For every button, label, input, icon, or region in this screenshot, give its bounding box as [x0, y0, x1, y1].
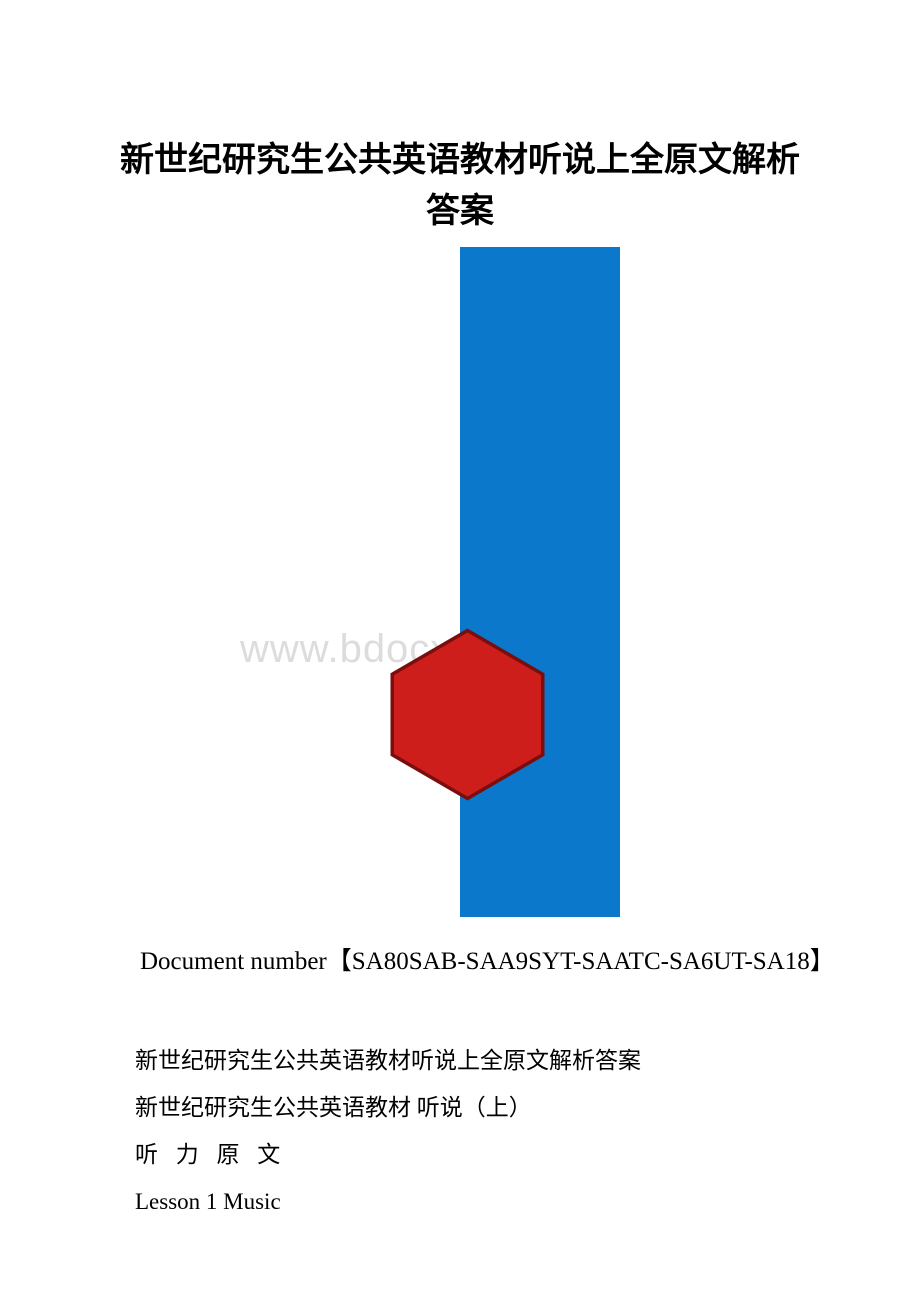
body-line-1: 新世纪研究生公共英语教材听说上全原文解析答案 [135, 1037, 785, 1084]
title-line-2: 答案 [426, 193, 494, 230]
page-title: 新世纪研究生公共英语教材听说上全原文解析 答案 [0, 0, 920, 237]
body-content: 新世纪研究生公共英语教材听说上全原文解析答案 新世纪研究生公共英语教材 听说（上… [0, 982, 920, 1226]
blue-vertical-bar [460, 247, 620, 917]
body-line-3: 听 力 原 文 [135, 1131, 785, 1178]
title-line-1: 新世纪研究生公共英语教材听说上全原文解析 [120, 142, 800, 179]
body-line-4: Lesson 1 Music [135, 1178, 785, 1225]
document-number: Document number【SA80SAB-SAA9SYT-SAATC-SA… [0, 927, 920, 982]
body-line-2: 新世纪研究生公共英语教材 听说（上） [135, 1084, 785, 1131]
cover-graphic: www.bdocx.com [0, 247, 920, 927]
red-hexagon-icon [380, 627, 555, 802]
